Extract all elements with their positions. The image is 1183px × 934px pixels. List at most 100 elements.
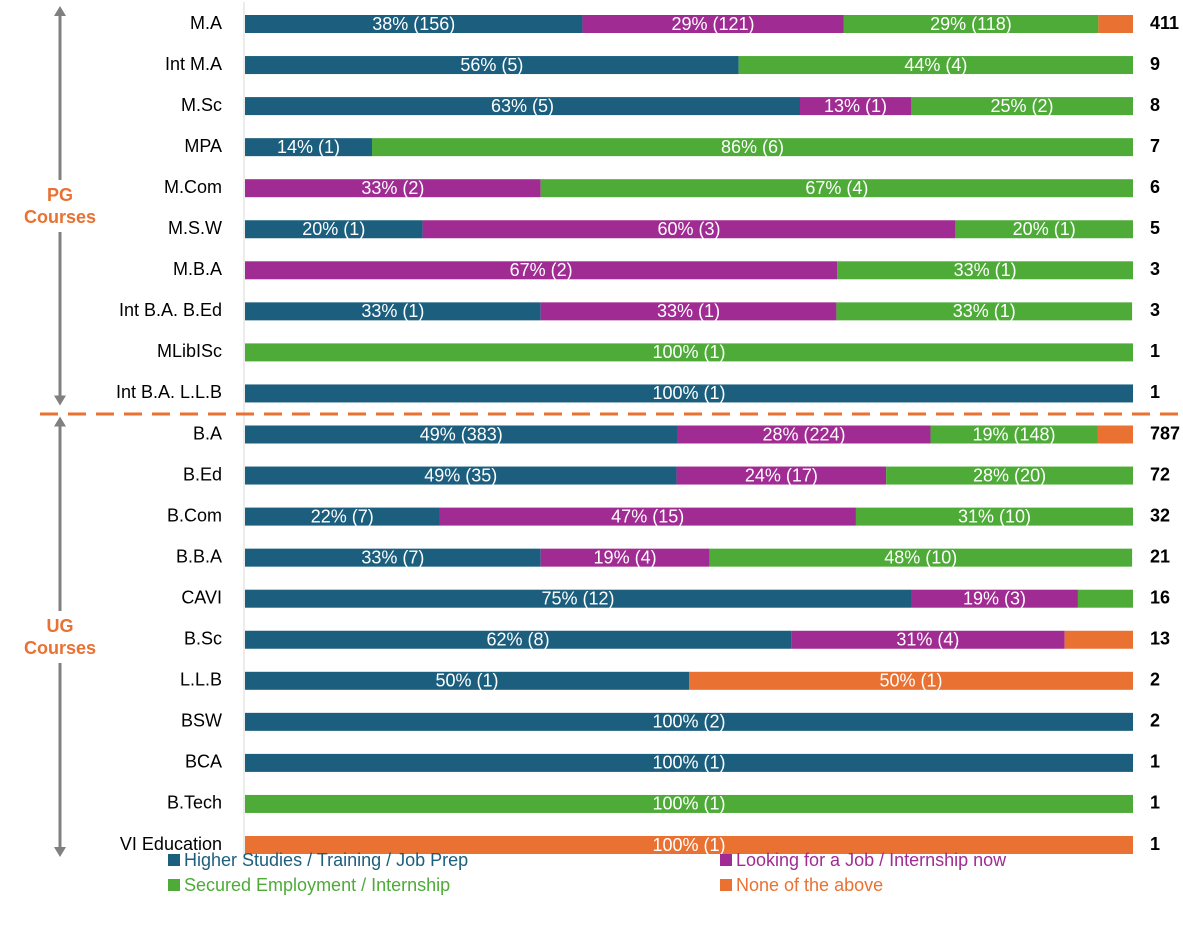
category-label: VI Education <box>120 834 222 854</box>
data-label: 20% (1) <box>1013 219 1076 239</box>
data-label: 67% (4) <box>805 178 868 198</box>
bar-segment <box>955 220 1133 239</box>
bar-segment <box>245 671 689 690</box>
arrow-head <box>54 395 66 406</box>
data-label: 24% (17) <box>745 465 818 485</box>
total-label: 13 <box>1150 629 1170 649</box>
data-label: 22% (7) <box>311 506 374 526</box>
data-label: 44% (4) <box>904 55 967 75</box>
arrow-head <box>54 6 66 16</box>
data-label: 100% (1) <box>652 342 725 362</box>
bar-segment <box>582 15 844 33</box>
data-label: 50% (1) <box>879 671 942 691</box>
total-label: 2 <box>1150 670 1160 690</box>
data-label: 31% (10) <box>958 506 1031 526</box>
bar-segment <box>1077 589 1133 608</box>
data-label: 50% (1) <box>435 671 498 691</box>
total-label: 1 <box>1150 382 1160 402</box>
bar-segment <box>738 56 1133 75</box>
legend-swatch <box>720 854 732 866</box>
category-label: BSW <box>181 711 222 731</box>
bar-segment <box>245 507 440 526</box>
data-label: 33% (2) <box>361 178 424 198</box>
category-label: B.Ed <box>183 464 222 484</box>
data-label: 28% (224) <box>762 424 845 444</box>
total-label: 3 <box>1150 259 1160 279</box>
total-label: 6 <box>1150 177 1160 197</box>
bar-segment <box>245 97 800 116</box>
bar-segment <box>439 507 856 526</box>
data-label: 33% (1) <box>361 301 424 321</box>
data-label: 28% (20) <box>973 465 1046 485</box>
category-label: MPA <box>184 136 222 156</box>
category-label: B.A <box>193 423 222 443</box>
total-label: 8 <box>1150 95 1160 115</box>
bar-segment <box>245 138 372 157</box>
data-label: 29% (118) <box>930 14 1012 34</box>
bar-segment <box>1064 630 1133 649</box>
bar-segment <box>837 261 1133 280</box>
group-label: PG Courses <box>22 179 98 232</box>
total-label: 7 <box>1150 136 1160 156</box>
total-label: 1 <box>1150 752 1160 772</box>
total-label: 32 <box>1150 505 1170 525</box>
data-label: 67% (2) <box>510 260 573 280</box>
data-label: 14% (1) <box>277 137 340 157</box>
bar-segment <box>245 836 1133 854</box>
total-label: 411 <box>1150 13 1179 33</box>
bar-segment <box>245 15 583 33</box>
legend-swatch <box>168 854 180 866</box>
bar-segment <box>245 712 1133 731</box>
bar-segment <box>911 97 1133 116</box>
bar-segment <box>245 466 677 485</box>
bar-segment <box>422 220 956 239</box>
bar-segment <box>245 56 739 75</box>
bar-segment <box>1098 15 1133 33</box>
category-label: M.Sc <box>181 95 222 115</box>
data-label: 100% (1) <box>652 835 725 855</box>
total-label: 5 <box>1150 218 1160 238</box>
category-label: B.Tech <box>167 793 222 813</box>
bar-segment <box>245 343 1133 362</box>
legend-label: Secured Employment / Internship <box>184 875 450 895</box>
category-label: M.B.A <box>173 259 222 279</box>
bar-segment <box>540 302 837 321</box>
data-label: 29% (121) <box>671 14 754 34</box>
data-label: 31% (4) <box>896 630 959 650</box>
bar-segment <box>245 220 423 239</box>
category-label: Int B.A. L.L.B <box>116 382 222 402</box>
category-label: MLibISc <box>157 341 222 361</box>
bar-segment <box>676 466 887 485</box>
data-label: 13% (1) <box>824 96 887 116</box>
category-label: Int B.A. B.Ed <box>119 300 222 320</box>
bar-segment <box>836 302 1133 321</box>
category-label: BCA <box>185 752 222 772</box>
data-label: 25% (2) <box>990 96 1053 116</box>
legend-swatch <box>720 879 732 891</box>
bar-segment <box>930 425 1098 444</box>
bar-segment <box>1097 425 1133 444</box>
arrow-head <box>54 847 66 857</box>
category-label: B.Sc <box>184 629 222 649</box>
data-label: 19% (4) <box>594 547 657 567</box>
bar-segment <box>245 794 1133 813</box>
total-label: 1 <box>1150 793 1160 813</box>
total-label: 787 <box>1150 423 1180 443</box>
data-label: 20% (1) <box>302 219 365 239</box>
data-label: 100% (1) <box>652 794 725 814</box>
data-label: 100% (1) <box>652 753 725 773</box>
data-label: 48% (10) <box>884 547 957 567</box>
data-label: 100% (2) <box>652 712 725 732</box>
category-label: L.L.B <box>180 670 222 690</box>
bar-segment <box>540 179 1133 198</box>
data-label: 100% (1) <box>652 383 725 403</box>
total-label: 1 <box>1150 834 1160 854</box>
bar-segment <box>245 179 541 198</box>
bar-segment <box>245 589 911 608</box>
total-label: 2 <box>1150 711 1160 731</box>
data-label: 33% (1) <box>953 301 1016 321</box>
total-label: 1 <box>1150 341 1160 361</box>
group-label: UG Courses <box>22 610 98 663</box>
